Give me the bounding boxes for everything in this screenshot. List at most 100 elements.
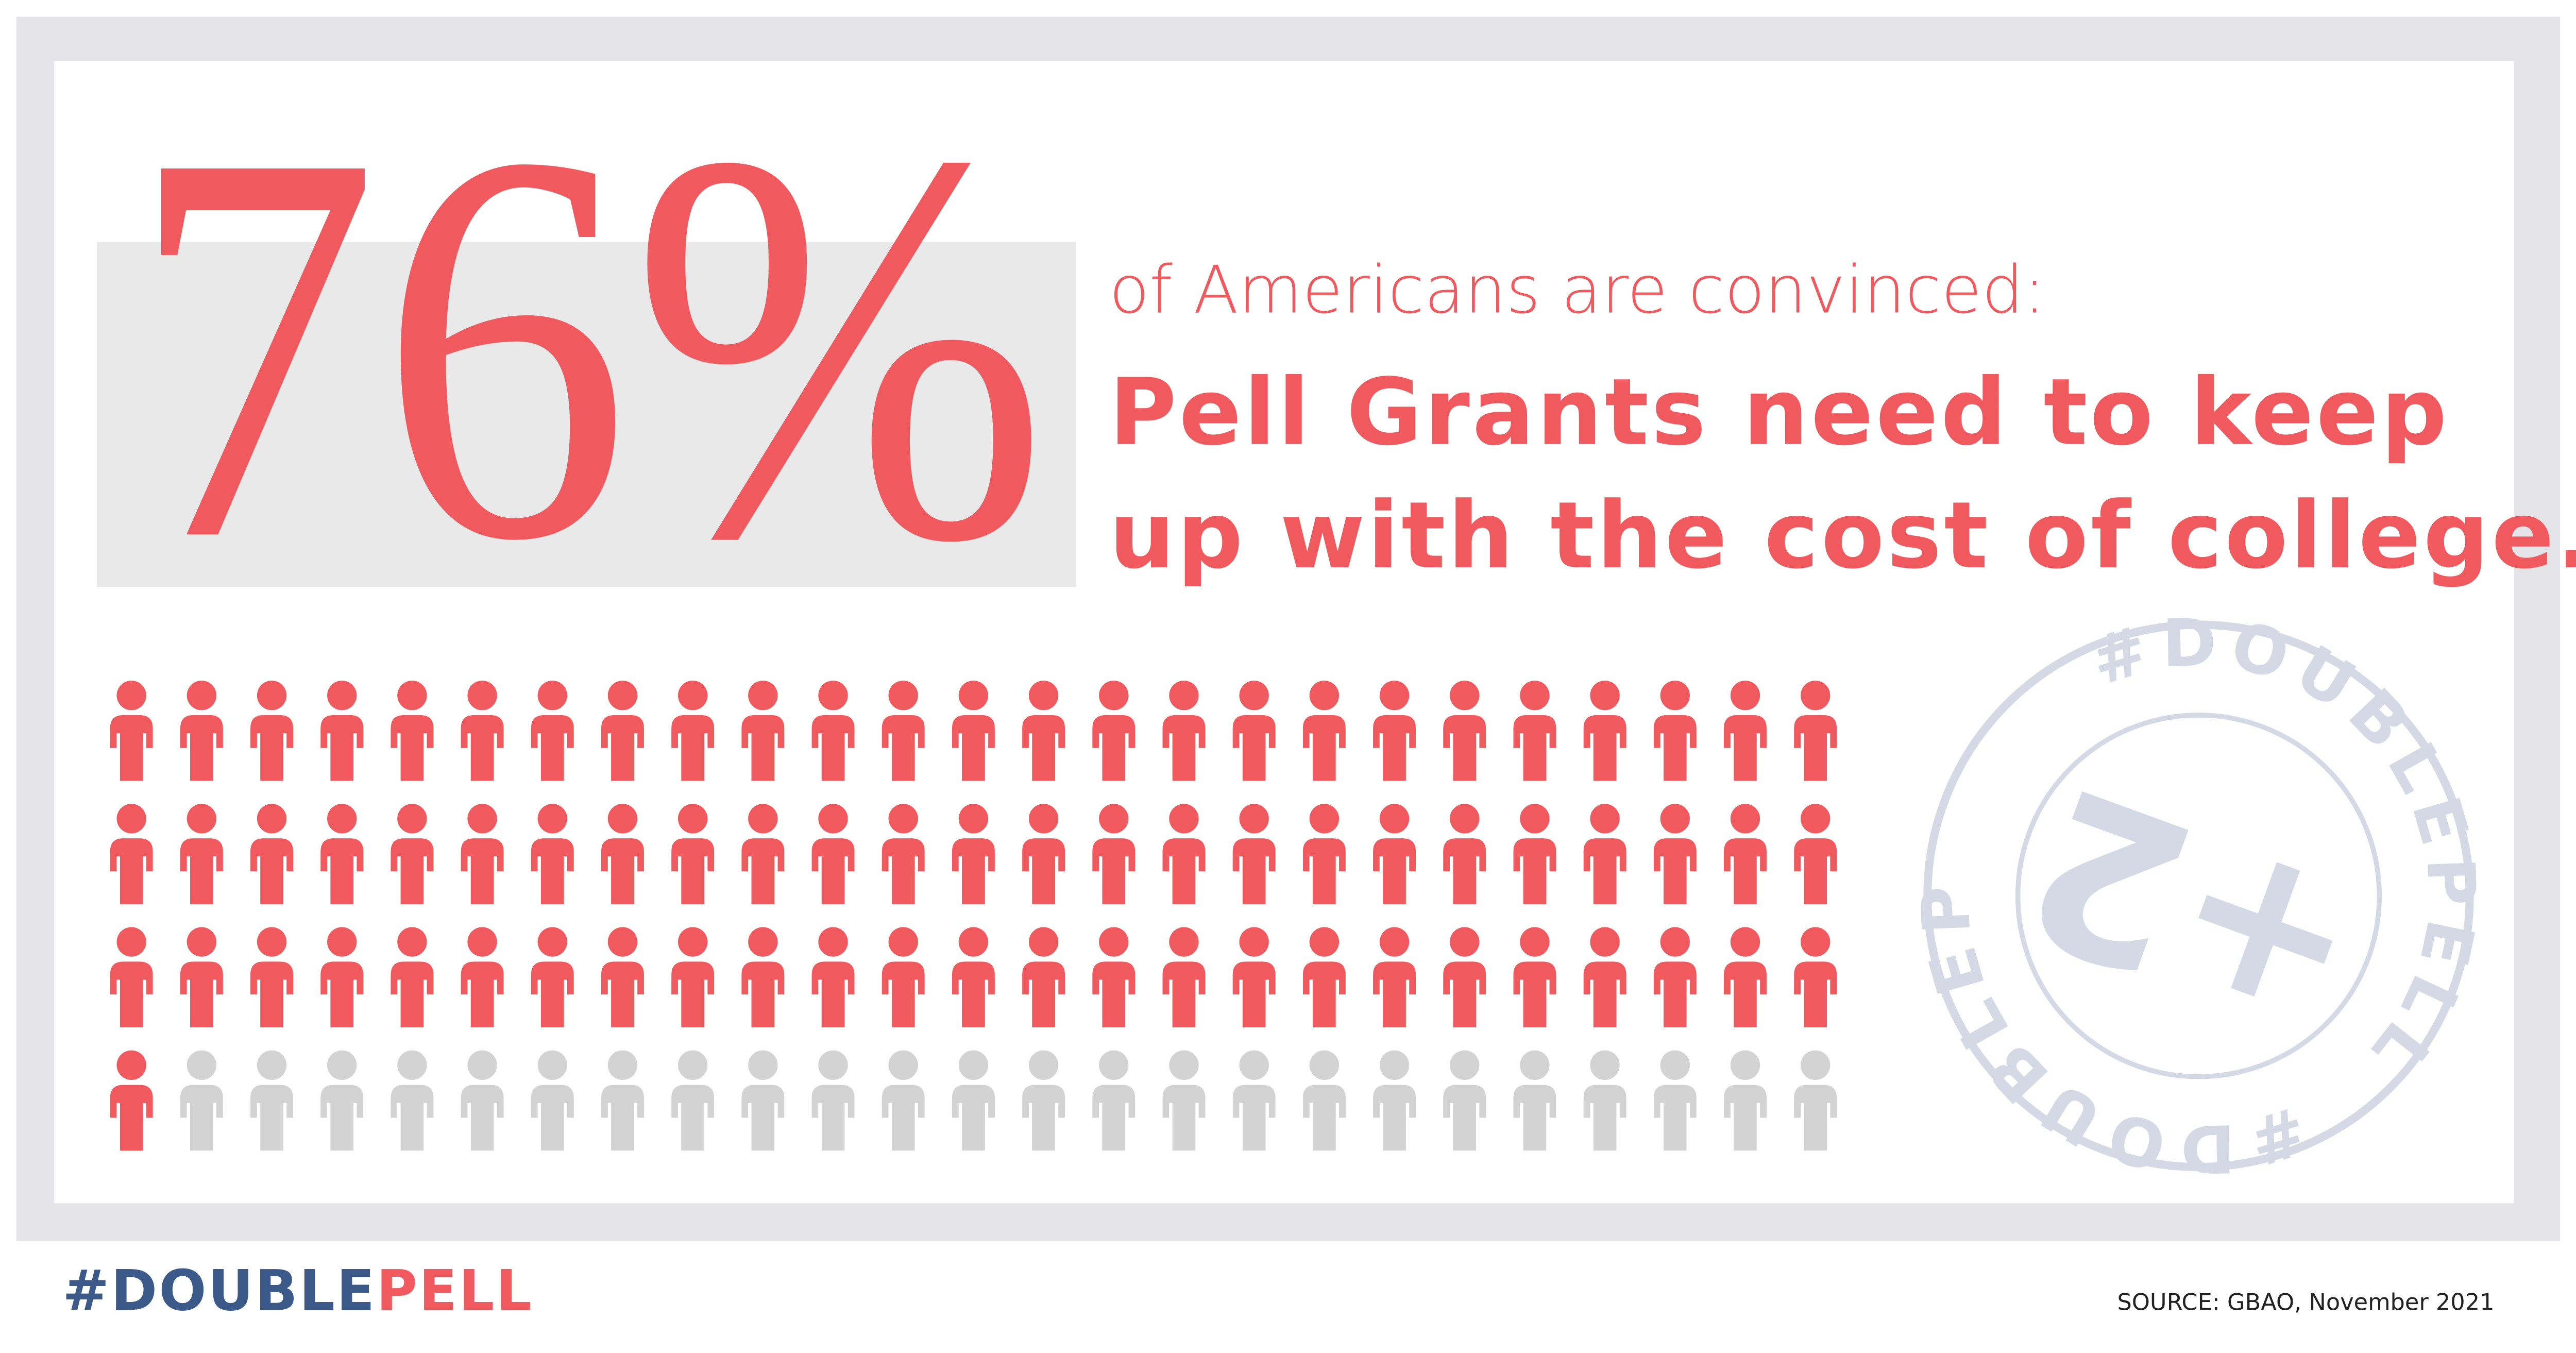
stamp-ring bbox=[2015, 713, 2382, 1079]
person-icon-rest bbox=[320, 1050, 364, 1151]
person-icon bbox=[250, 680, 293, 781]
person-icon-rest bbox=[1794, 1050, 1837, 1151]
person-icon bbox=[531, 680, 574, 781]
person-icon bbox=[110, 1050, 153, 1151]
stat-label: 76% bbox=[128, 37, 1048, 655]
person-icon bbox=[110, 804, 153, 904]
person-icon bbox=[180, 927, 223, 1027]
person-icon bbox=[1513, 804, 1556, 904]
person-icon bbox=[1794, 927, 1837, 1027]
person-icon bbox=[1092, 804, 1136, 904]
hashtag-part: PELL bbox=[376, 1258, 533, 1324]
person-icon-rest bbox=[250, 1050, 293, 1151]
person-icon bbox=[811, 680, 855, 781]
person-icon bbox=[1232, 804, 1276, 904]
person-icon bbox=[1653, 927, 1697, 1027]
person-icon bbox=[1653, 680, 1697, 781]
person-icon bbox=[1092, 680, 1136, 781]
person-icon bbox=[250, 804, 293, 904]
person-icon bbox=[671, 804, 715, 904]
person-icon-rest bbox=[1373, 1050, 1416, 1151]
person-icon bbox=[1232, 927, 1276, 1027]
person-icon bbox=[1583, 804, 1626, 904]
person-icon bbox=[601, 927, 644, 1027]
person-icon-rest bbox=[1302, 1050, 1346, 1151]
person-icon bbox=[1373, 804, 1416, 904]
person-icon bbox=[1162, 927, 1206, 1027]
person-icon-rest bbox=[671, 1050, 715, 1151]
person-icon bbox=[1724, 680, 1767, 781]
person-icon bbox=[952, 680, 995, 781]
person-icon bbox=[1583, 680, 1626, 781]
person-icon-rest bbox=[1232, 1050, 1276, 1151]
person-icon bbox=[461, 680, 504, 781]
person-icon-rest bbox=[1092, 1050, 1136, 1151]
person-icon bbox=[1373, 927, 1416, 1027]
person-icon bbox=[1513, 927, 1556, 1027]
person-icon bbox=[391, 927, 434, 1027]
person-icon bbox=[811, 927, 855, 1027]
person-icon bbox=[1443, 804, 1486, 904]
person-icon bbox=[671, 927, 715, 1027]
person-icon bbox=[180, 680, 223, 781]
person-icon bbox=[1443, 680, 1486, 781]
person-icon bbox=[601, 804, 644, 904]
person-icon bbox=[461, 927, 504, 1027]
person-icon bbox=[1583, 927, 1626, 1027]
person-icon bbox=[1794, 804, 1837, 904]
intro: of Americans are convinced: bbox=[1109, 252, 2046, 329]
person-icon bbox=[250, 927, 293, 1027]
person-icon-rest bbox=[811, 1050, 855, 1151]
person-icon-rest bbox=[1162, 1050, 1206, 1151]
person-icon-rest bbox=[1653, 1050, 1697, 1151]
stamp-ring bbox=[1923, 620, 2474, 1172]
person-icon-rest bbox=[1513, 1050, 1556, 1151]
person-icon-rest bbox=[882, 1050, 925, 1151]
person-icon bbox=[811, 804, 855, 904]
person-icon bbox=[1092, 927, 1136, 1027]
person-icon bbox=[1302, 680, 1346, 781]
person-icon bbox=[601, 680, 644, 781]
person-icon bbox=[671, 680, 715, 781]
person-icon bbox=[1653, 804, 1697, 904]
person-icon bbox=[531, 927, 574, 1027]
person-icon-rest bbox=[601, 1050, 644, 1151]
person-icon bbox=[1513, 680, 1556, 781]
person-icon bbox=[882, 927, 925, 1027]
person-icon bbox=[110, 927, 153, 1027]
headline-line: Pell Grants need to keep bbox=[1109, 359, 2449, 466]
person-icon bbox=[180, 804, 223, 904]
person-icon bbox=[320, 927, 364, 1027]
person-icon bbox=[882, 804, 925, 904]
person-icon bbox=[741, 927, 785, 1027]
person-icon bbox=[1302, 804, 1346, 904]
person-icon bbox=[1022, 680, 1065, 781]
person-icon bbox=[1162, 680, 1206, 781]
person-icon-rest bbox=[391, 1050, 434, 1151]
person-icon bbox=[110, 680, 153, 781]
person-icon bbox=[741, 680, 785, 781]
person-icon bbox=[391, 804, 434, 904]
person-icon-rest bbox=[461, 1050, 504, 1151]
person-icon bbox=[320, 804, 364, 904]
person-icon bbox=[391, 680, 434, 781]
footer-hashtag: #DOUBLEPELL bbox=[62, 1258, 533, 1324]
person-icon-rest bbox=[1724, 1050, 1767, 1151]
person-icon bbox=[1302, 927, 1346, 1027]
person-icon bbox=[531, 804, 574, 904]
person-icon-rest bbox=[1022, 1050, 1065, 1151]
person-icon bbox=[1724, 804, 1767, 904]
person-icon bbox=[1232, 680, 1276, 781]
person-icon bbox=[1022, 804, 1065, 904]
person-icon bbox=[461, 804, 504, 904]
stamp bbox=[1923, 620, 2474, 1172]
person-icon bbox=[1022, 927, 1065, 1027]
stat-backdrop bbox=[97, 242, 1077, 587]
person-icon bbox=[882, 680, 925, 781]
person-icon bbox=[1373, 680, 1416, 781]
person-icon bbox=[952, 804, 995, 904]
source: SOURCE: GBAO, November 2021 bbox=[2117, 1289, 2494, 1316]
person-icon-rest bbox=[531, 1050, 574, 1151]
